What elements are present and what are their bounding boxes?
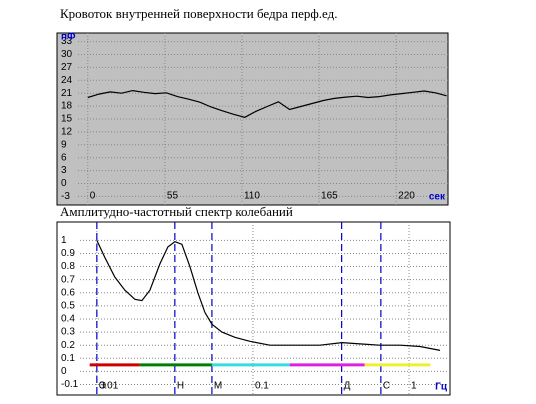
y-tick-label: 0.5: [61, 301, 75, 312]
y-tick-label: 0: [61, 178, 67, 189]
y-tick-label: 15: [61, 114, 73, 125]
y-tick-label: 0.9: [61, 248, 75, 259]
y-tick-label: -3: [61, 191, 70, 202]
x-tick-label: 165: [321, 191, 338, 202]
y-tick-label: 0.8: [61, 261, 75, 272]
y-tick-label: 0.4: [61, 314, 75, 325]
y-tick-label: 21: [61, 88, 73, 99]
y-tick-label: 0.6: [61, 287, 75, 298]
y-tick-label: 9: [61, 139, 67, 150]
chart-title: Кровоток внутренней поверхности бедра пе…: [60, 6, 338, 21]
x-tick-label: 0.1: [255, 381, 269, 392]
y-tick-label: 0.2: [61, 340, 75, 351]
band-marker-label: М: [214, 381, 222, 392]
data-line: [87, 89, 447, 118]
y-tick-label: 18: [61, 101, 73, 112]
x-tick-label: 110: [244, 191, 260, 202]
y-tick-label: 6: [61, 152, 67, 163]
x-unit: сек: [429, 192, 446, 203]
y-tick-label: 0.7: [61, 274, 75, 285]
y-tick-label: 30: [61, 49, 73, 60]
x-tick-label: 1: [411, 381, 417, 392]
x-tick-label: 0: [90, 191, 96, 202]
y-tick-label: 33: [61, 36, 73, 47]
y-tick-label: 24: [61, 75, 73, 86]
x-tick-label: 55: [167, 191, 179, 202]
band-marker-label: С: [383, 381, 390, 392]
band-marker-label: Э: [99, 381, 106, 392]
y-tick-label: 1: [61, 235, 67, 246]
data-line: [96, 240, 441, 351]
y-tick-label: 3: [61, 165, 67, 176]
x-tick-label: 0.01: [99, 381, 119, 392]
x-tick-label: 220: [398, 191, 415, 202]
y-tick-label: 0.3: [61, 327, 75, 338]
y-tick-label: 12: [61, 127, 73, 138]
band-marker-label: Д: [344, 381, 351, 392]
plot-area: [56, 221, 451, 396]
y-unit: пФ: [61, 32, 76, 43]
y-tick-label: 0.1: [61, 353, 75, 364]
chart-title: Амплитудно-частотный спектр колебаний: [60, 204, 293, 219]
x-unit: Гц: [435, 382, 448, 393]
band-marker-label: Н: [177, 381, 184, 392]
y-tick-label: 0: [61, 366, 67, 377]
y-tick-label: 27: [61, 62, 73, 73]
y-tick-label: -0.1: [61, 379, 79, 390]
